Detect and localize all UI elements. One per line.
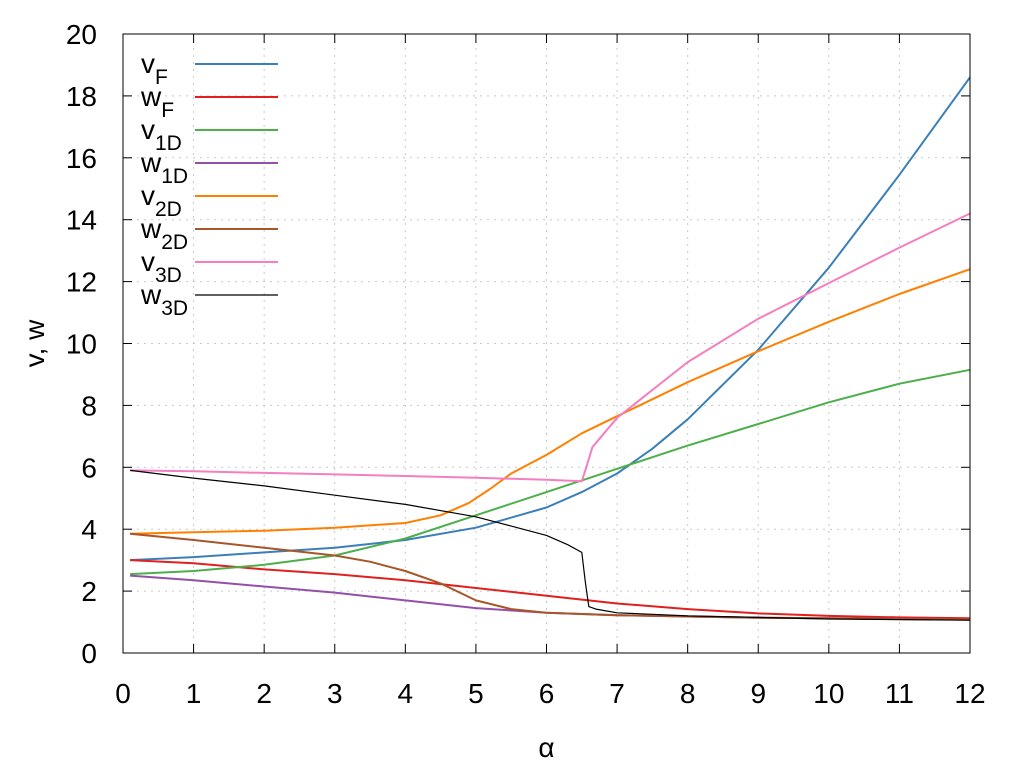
- legend-entry: w2D: [140, 213, 278, 254]
- series-line-v-3d: [130, 212, 971, 483]
- series-line-v-f: [130, 76, 971, 562]
- y-tick-label: 14: [66, 205, 97, 236]
- legend-label: v3D: [141, 246, 182, 287]
- legend-label: w2D: [140, 213, 188, 254]
- series-line-w-3d: [130, 469, 971, 621]
- legend-label: w3D: [140, 279, 188, 320]
- legend-label-main: w: [140, 279, 162, 310]
- legend-label-subscript: 1D: [161, 165, 188, 188]
- legend-label: vF: [141, 48, 168, 89]
- legend-label-main: w: [140, 81, 162, 112]
- legend-label: wF: [140, 81, 174, 122]
- legend-label: w1D: [140, 147, 188, 188]
- y-tick-label: 4: [81, 514, 97, 545]
- series-layer: [130, 76, 971, 621]
- legend-label-subscript: F: [155, 66, 168, 89]
- legend-label-subscript: 3D: [155, 264, 182, 287]
- x-tick-label: 2: [256, 678, 272, 709]
- y-tick-label: 16: [66, 143, 97, 174]
- legend-label-subscript: 1D: [155, 132, 182, 155]
- x-tick-label: 4: [398, 678, 414, 709]
- x-tick-label: 0: [115, 678, 131, 709]
- x-tick-label: 11: [885, 678, 914, 709]
- legend-entry: v2D: [141, 180, 278, 221]
- legend-label-subscript: F: [161, 99, 174, 122]
- x-tick-label: 5: [468, 678, 484, 709]
- legend-label-subscript: 2D: [155, 198, 182, 221]
- x-axis-label: α: [538, 732, 554, 763]
- legend-label-main: v: [141, 180, 155, 211]
- y-tick-label: 20: [66, 19, 97, 50]
- legend-label-main: v: [141, 48, 155, 79]
- x-tick-label: 3: [327, 678, 343, 709]
- axis-ticks: [122, 33, 971, 654]
- legend-label: v1D: [141, 114, 182, 155]
- x-tick-label: 1: [186, 678, 202, 709]
- series-line-v-2d: [130, 268, 971, 535]
- legend-entry: v1D: [141, 114, 278, 155]
- legend-label-main: w: [140, 213, 162, 244]
- grid: [123, 34, 970, 653]
- legend-entry: w3D: [140, 279, 278, 320]
- y-axis-label: v, w: [19, 319, 50, 367]
- legend-label: v2D: [141, 180, 182, 221]
- x-tick-label: 9: [750, 678, 766, 709]
- legend-entry: vF: [141, 48, 278, 89]
- legend-label-main: v: [141, 114, 155, 145]
- y-tick-label: 10: [66, 329, 97, 360]
- legend-label-main: v: [141, 246, 155, 277]
- x-tick-label: 6: [539, 678, 555, 709]
- legend-label-subscript: 2D: [161, 231, 188, 254]
- legend-entry: w1D: [140, 147, 278, 188]
- series-line-v-1d: [130, 368, 971, 576]
- legend-label-main: w: [140, 147, 162, 178]
- y-tick-label: 0: [81, 638, 97, 669]
- y-tick-label: 18: [66, 81, 97, 112]
- y-tick-label: 6: [81, 452, 97, 483]
- series-line-w-f: [130, 559, 971, 620]
- legend-label-subscript: 3D: [161, 297, 188, 320]
- legend-entry: v3D: [141, 246, 278, 287]
- y-tick-label: 8: [81, 390, 97, 421]
- y-tick-label: 12: [66, 267, 97, 298]
- y-tick-label: 2: [81, 576, 97, 607]
- x-tick-label: 8: [680, 678, 696, 709]
- series-line-w-2d: [130, 532, 971, 621]
- x-tick-label: 7: [609, 678, 625, 709]
- x-tick-label: 12: [954, 678, 985, 709]
- legend-entry: wF: [140, 81, 278, 122]
- x-tick-label: 10: [813, 678, 844, 709]
